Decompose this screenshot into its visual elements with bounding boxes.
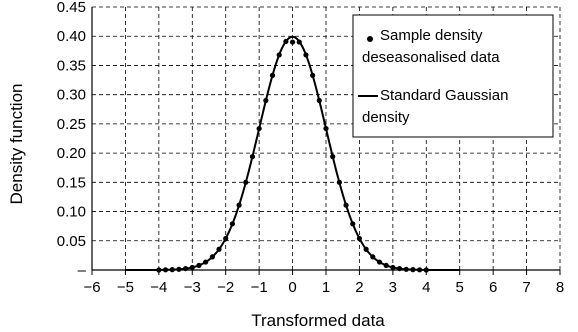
x-tick-label: 3 [389, 279, 397, 296]
x-axis-title: Transformed data [251, 311, 385, 330]
sample-density-point [363, 246, 369, 252]
y-tick-label: 0.10 [57, 204, 86, 221]
x-tick-label: 8 [556, 279, 564, 296]
legend-entry-sample-line2: deseasonalised data [362, 49, 500, 66]
sample-density-point [336, 179, 342, 185]
sample-density-point [223, 235, 229, 242]
sample-density-point [216, 246, 222, 252]
sample-density-point [383, 262, 389, 268]
x-tick-label: 6 [489, 279, 497, 296]
sample-density-point [376, 259, 383, 265]
sample-density-point [263, 97, 269, 104]
sample-density-point [316, 97, 322, 104]
sample-density-point [356, 235, 363, 242]
sample-density-point [176, 266, 182, 272]
sample-density-point [343, 202, 349, 208]
x-tick-label: −1 [251, 279, 268, 296]
x-tick-label: 4 [422, 279, 430, 296]
y-tick-label: 0.20 [57, 145, 86, 162]
sample-density-point [283, 38, 289, 45]
sample-density-point [417, 267, 423, 273]
x-tick-label: −5 [117, 279, 134, 296]
y-tick-label: 0.30 [57, 87, 86, 104]
y-tick-label: 0.05 [57, 233, 86, 250]
sample-density-point [229, 221, 235, 227]
sample-density-point [330, 154, 336, 160]
legend-entry-gaussian-line1: Standard Gaussian [380, 87, 508, 104]
legend: Sample density deseasonalised data Stand… [352, 14, 554, 138]
legend-entry-gaussian-line2: density [362, 109, 410, 126]
sample-density-point [323, 125, 329, 132]
x-tick-label: 1 [322, 279, 330, 296]
x-tick-label: 2 [355, 279, 363, 296]
sample-density-point [269, 72, 276, 78]
y-tick-label: 0.40 [57, 28, 86, 45]
sample-density-point [183, 265, 189, 272]
y-tick-label: 0.45 [57, 0, 86, 16]
x-tick-label: −6 [83, 279, 100, 296]
x-axis: −6 −5 −4 −3 −2 −1 0 1 2 3 4 5 6 7 8 [83, 269, 564, 296]
sample-density-point [256, 125, 262, 132]
y-tick-label: 0.35 [57, 57, 86, 74]
sample-density-point [390, 264, 396, 271]
x-tick-label: −3 [184, 279, 201, 296]
sample-density-point [276, 52, 282, 58]
sample-density-point [236, 202, 242, 208]
sample-density-point [296, 39, 302, 45]
sample-density-point [303, 52, 309, 58]
sample-density-point [156, 267, 162, 273]
sample-density-point [203, 259, 209, 265]
sample-density-point [189, 264, 195, 271]
sample-density-point [162, 267, 169, 273]
sample-density-point [423, 267, 429, 273]
legend-dot-icon [367, 36, 373, 42]
x-tick-label: −4 [150, 279, 167, 296]
x-tick-label: 0 [288, 279, 296, 296]
y-axis-title: Density function [7, 84, 26, 205]
x-tick-label: −2 [217, 279, 234, 296]
sample-density-point [196, 262, 202, 268]
sample-density-point [249, 154, 256, 160]
sample-density-point [403, 266, 409, 272]
y-axis: – 0.05 0.10 0.15 0.20 0.25 0.30 0.35 0.40 0.45 [57, 0, 93, 279]
sample-density-point [410, 267, 416, 273]
sample-density-point [243, 179, 249, 185]
sample-density-point [350, 221, 356, 227]
x-tick-label: 7 [522, 279, 530, 296]
sample-density-points [156, 38, 429, 273]
sample-density-point [169, 267, 175, 273]
sample-density-point [310, 72, 316, 78]
y-tick-label: 0.25 [57, 116, 86, 133]
sample-density-point [289, 39, 296, 45]
legend-box [352, 14, 554, 138]
y-tick-label: – [78, 262, 87, 279]
y-tick-label: 0.15 [57, 174, 86, 191]
sample-density-point [396, 265, 403, 272]
sample-density-point [209, 254, 215, 260]
legend-entry-sample-line1: Sample density [380, 27, 483, 44]
x-tick-label: 5 [456, 279, 464, 296]
sample-density-point [370, 254, 376, 260]
